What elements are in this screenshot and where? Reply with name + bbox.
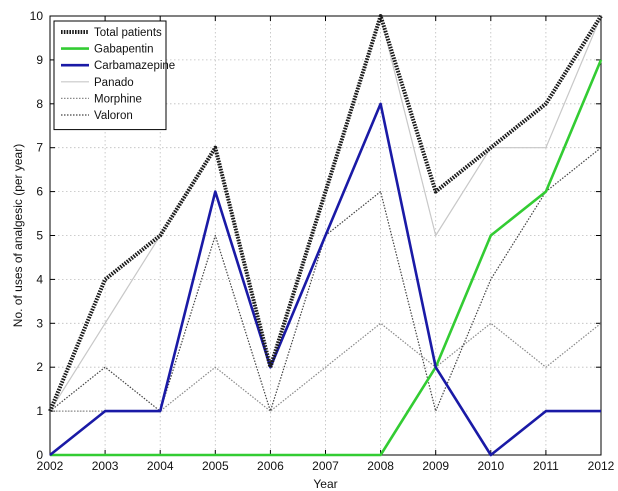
series-line-gabapentin [50,59,603,457]
x-tick-label: 2004 [147,459,174,473]
y-tick-label: 2 [36,360,43,374]
y-tick-label: 6 [36,185,43,199]
y-axis-title: No. of uses of analgesic (per year) [11,144,25,327]
y-tick-label: 9 [36,53,43,67]
x-tick-label: 2003 [92,459,119,473]
x-tick-label: 2006 [257,459,284,473]
axis-ticks: 2002 2003 2004 2005 2006 2007 2008 2009 2010 2011… [30,9,615,473]
x-tick-label: 2010 [477,459,504,473]
x-tick-label: 2012 [588,459,615,473]
y-tick-label: 4 [36,272,43,286]
y-tick-label: 3 [36,316,43,330]
x-axis-title: Year [313,477,337,491]
y-tick-label: 8 [36,97,43,111]
series-line-carbamazepine [49,102,601,457]
y-tick-label: 10 [30,9,44,23]
series-line-morphine [50,322,602,412]
y-tick-label: 1 [36,404,43,418]
y-tick-label: 5 [36,229,43,243]
x-tick-label: 2007 [312,459,339,473]
x-tick-label: 2011 [533,459,559,473]
x-tick-label: 2008 [367,459,394,473]
legend-label-total-patients: Total patients [94,27,162,39]
legend-label-valoron: Valoron [94,110,133,122]
series-lines [48,14,603,457]
x-tick-label: 2009 [422,459,449,473]
series-line-panado [49,15,602,412]
legend-label-morphine: Morphine [94,93,142,105]
y-tick-label: 7 [36,141,43,155]
legend-box [53,20,167,131]
legend-label-panado: Panado [94,77,134,89]
legend: Total patients Gabapentin Carbamazepine Pan… [53,20,175,131]
x-tick-label: 2005 [202,459,229,473]
legend-label-carbamazepine: Carbamazepine [94,60,175,72]
legend-label-gabapentin: Gabapentin [94,44,153,56]
x-tick-label: 2002 [37,459,64,473]
y-tick-label: 0 [36,448,43,462]
